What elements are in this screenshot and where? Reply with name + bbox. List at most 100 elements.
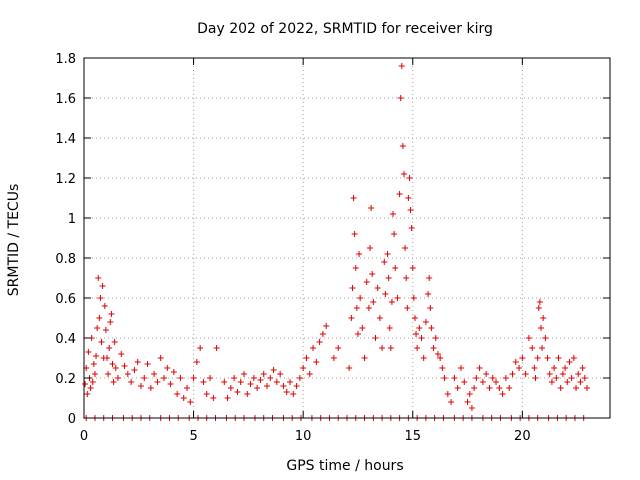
data-point	[397, 95, 404, 101]
data-point	[197, 345, 204, 351]
data-point	[566, 359, 573, 365]
data-point	[382, 291, 389, 297]
data-point	[267, 375, 274, 381]
data-point	[95, 275, 102, 281]
data-point	[414, 345, 421, 351]
data-point	[107, 319, 114, 325]
data-point	[264, 383, 271, 389]
y-tick-label: 1	[68, 212, 76, 227]
data-point	[418, 335, 425, 341]
data-point	[363, 279, 370, 285]
data-point	[316, 339, 323, 345]
data-point	[403, 275, 410, 281]
data-point	[99, 283, 106, 289]
data-point	[430, 345, 437, 351]
data-point	[502, 375, 509, 381]
data-point	[387, 345, 394, 351]
data-point	[579, 365, 586, 371]
data-point	[555, 355, 562, 361]
data-point	[313, 359, 320, 365]
data-point	[112, 365, 119, 371]
data-point	[118, 351, 125, 357]
data-point	[323, 323, 330, 329]
y-tick-label: 1.2	[55, 172, 76, 187]
data-point	[386, 325, 393, 331]
data-point	[349, 285, 356, 291]
data-point	[402, 245, 409, 251]
data-point	[557, 385, 564, 391]
data-point	[154, 379, 161, 385]
data-point	[506, 385, 513, 391]
data-point	[391, 231, 398, 237]
data-point	[512, 359, 519, 365]
data-point	[493, 379, 500, 385]
data-point	[96, 315, 103, 321]
data-point	[559, 371, 566, 377]
y-tick-label: 0	[68, 412, 76, 427]
y-tick-label: 0.6	[55, 292, 76, 307]
data-point	[346, 365, 353, 371]
data-point	[167, 381, 174, 387]
y-tick-label: 0.4	[55, 332, 76, 347]
data-point	[409, 265, 416, 271]
data-point	[257, 377, 264, 383]
data-point	[522, 371, 529, 377]
data-point	[499, 391, 506, 397]
x-tick-label: 20	[514, 429, 531, 444]
data-point	[193, 359, 200, 365]
data-point	[411, 315, 418, 321]
data-point	[353, 305, 360, 311]
data-point	[408, 225, 415, 231]
data-point	[87, 385, 94, 391]
data-point	[562, 365, 569, 371]
data-point	[89, 379, 96, 385]
data-point	[444, 391, 451, 397]
data-point	[356, 251, 363, 257]
data-point	[240, 371, 247, 377]
data-point	[575, 371, 582, 377]
data-point	[407, 207, 414, 213]
y-tick-label: 1.6	[55, 92, 76, 107]
data-point	[476, 365, 483, 371]
data-point	[519, 355, 526, 361]
data-point	[454, 385, 461, 391]
data-point	[457, 365, 464, 371]
data-point	[374, 285, 381, 291]
y-tick-label: 1.4	[55, 132, 76, 147]
data-point	[486, 385, 493, 391]
data-point	[365, 305, 372, 311]
chart-title: Day 202 of 2022, SRMTID for receiver kir…	[197, 21, 493, 37]
data-point	[372, 335, 379, 341]
data-point	[551, 365, 558, 371]
data-point	[461, 379, 468, 385]
data-point	[244, 391, 251, 397]
data-point	[354, 331, 361, 337]
data-point	[121, 363, 128, 369]
data-point	[177, 375, 184, 381]
data-point	[94, 325, 101, 331]
data-point	[250, 375, 257, 381]
data-point	[534, 355, 541, 361]
data-point	[573, 385, 580, 391]
data-point	[260, 371, 267, 377]
x-tick-label: 10	[295, 429, 312, 444]
data-point	[91, 371, 98, 377]
plot-frame	[83, 57, 611, 419]
data-point	[106, 345, 113, 351]
data-point	[147, 385, 154, 391]
x-tick-label: 0	[80, 429, 88, 444]
data-point	[553, 375, 560, 381]
data-point	[98, 339, 105, 345]
y-axis-label: SRMTID / TECUs	[6, 184, 22, 297]
data-point	[85, 349, 92, 355]
data-point	[280, 383, 287, 389]
data-point	[114, 375, 121, 381]
data-point	[425, 291, 432, 297]
data-point	[539, 345, 546, 351]
data-point	[516, 365, 523, 371]
data-point	[105, 371, 112, 377]
data-point	[536, 299, 543, 305]
data-point	[247, 381, 254, 387]
grid-lines	[84, 58, 610, 418]
data-point	[405, 195, 412, 201]
